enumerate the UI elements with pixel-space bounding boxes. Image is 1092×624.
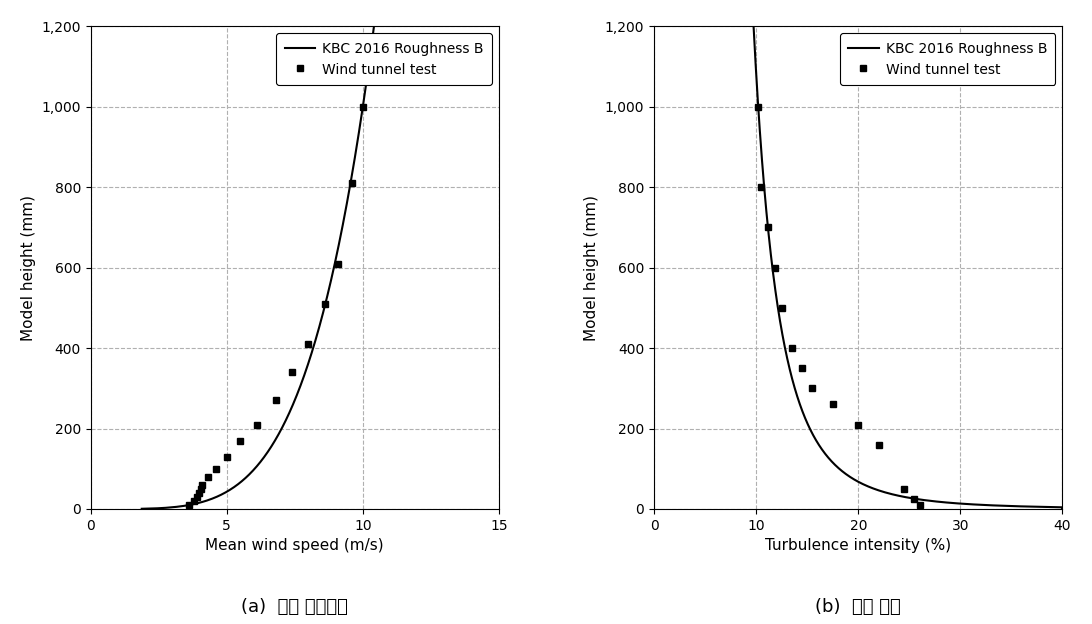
Wind tunnel test: [285, 369, 298, 376]
KBC 2016 Roughness B: [256, 456, 269, 463]
Wind tunnel test: [269, 397, 282, 404]
KBC 2016 Roughness B: [321, 293, 334, 300]
KBC 2016 Roughness B: [770, 293, 783, 300]
Wind tunnel test: [751, 103, 764, 110]
KBC 2016 Roughness B: [354, 120, 367, 128]
KBC 2016 Roughness B: [772, 310, 785, 318]
Legend: KBC 2016 Roughness B, Wind tunnel test: KBC 2016 Roughness B, Wind tunnel test: [276, 33, 492, 85]
Wind tunnel test: [301, 340, 314, 348]
Wind tunnel test: [356, 103, 369, 110]
Line: KBC 2016 Roughness B: KBC 2016 Roughness B: [753, 26, 1063, 509]
Wind tunnel test: [221, 453, 234, 461]
Wind tunnel test: [182, 501, 195, 509]
Wind tunnel test: [785, 344, 798, 352]
Wind tunnel test: [775, 304, 788, 311]
KBC 2016 Roughness B: [345, 173, 358, 181]
Wind tunnel test: [762, 223, 775, 231]
Wind tunnel test: [190, 493, 203, 500]
Text: (a)  풍속 고도분포: (a) 풍속 고도분포: [241, 598, 348, 615]
Wind tunnel test: [318, 300, 331, 308]
Wind tunnel test: [250, 421, 263, 428]
Wind tunnel test: [188, 497, 201, 505]
Y-axis label: Model height (mm): Model height (mm): [584, 195, 600, 341]
Legend: KBC 2016 Roughness B, Wind tunnel test: KBC 2016 Roughness B, Wind tunnel test: [840, 33, 1056, 85]
KBC 2016 Roughness B: [757, 173, 770, 181]
Wind tunnel test: [768, 264, 781, 271]
Wind tunnel test: [907, 495, 921, 503]
Wind tunnel test: [913, 501, 926, 509]
Wind tunnel test: [195, 481, 209, 489]
Wind tunnel test: [806, 384, 819, 392]
Wind tunnel test: [873, 441, 886, 449]
KBC 2016 Roughness B: [753, 129, 767, 136]
KBC 2016 Roughness B: [1056, 505, 1069, 512]
X-axis label: Mean wind speed (m/s): Mean wind speed (m/s): [205, 539, 384, 553]
KBC 2016 Roughness B: [135, 505, 149, 512]
Wind tunnel test: [332, 260, 345, 267]
KBC 2016 Roughness B: [752, 120, 765, 128]
Wind tunnel test: [345, 180, 358, 187]
Wind tunnel test: [194, 485, 207, 492]
KBC 2016 Roughness B: [317, 310, 330, 318]
Line: Wind tunnel test: Wind tunnel test: [755, 104, 923, 509]
Wind tunnel test: [755, 183, 768, 191]
Y-axis label: Model height (mm): Model height (mm): [21, 195, 36, 341]
Text: (b)  난류 강도: (b) 난류 강도: [816, 598, 901, 615]
KBC 2016 Roughness B: [747, 22, 760, 30]
X-axis label: Turbulence intensity (%): Turbulence intensity (%): [765, 539, 951, 553]
Wind tunnel test: [210, 465, 223, 472]
Wind tunnel test: [193, 489, 206, 497]
Line: Wind tunnel test: Wind tunnel test: [186, 104, 366, 509]
Wind tunnel test: [234, 437, 247, 444]
KBC 2016 Roughness B: [353, 129, 366, 136]
Wind tunnel test: [852, 421, 865, 428]
KBC 2016 Roughness B: [367, 22, 380, 30]
Line: KBC 2016 Roughness B: KBC 2016 Roughness B: [142, 26, 373, 509]
Wind tunnel test: [796, 364, 809, 372]
Wind tunnel test: [201, 473, 214, 480]
Wind tunnel test: [898, 485, 911, 492]
Wind tunnel test: [827, 401, 840, 408]
KBC 2016 Roughness B: [823, 456, 836, 463]
